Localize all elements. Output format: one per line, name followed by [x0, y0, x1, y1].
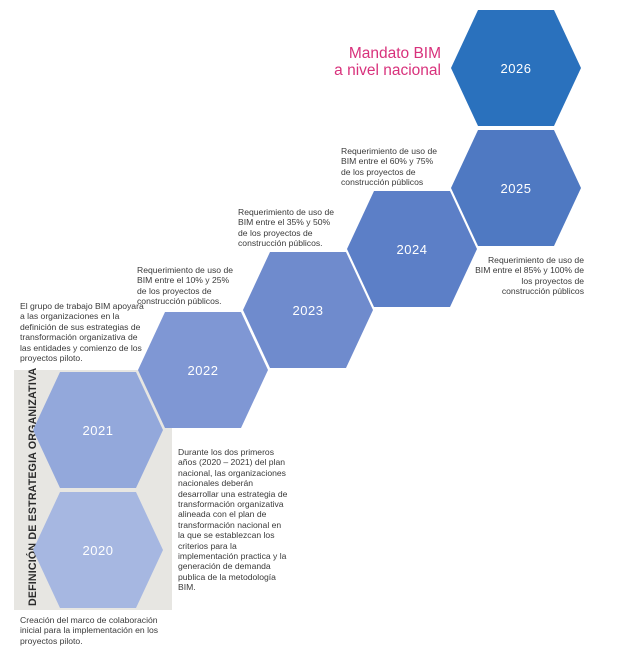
hexagon-shape-2020	[33, 492, 163, 608]
note-2022: Requerimiento de uso de BIM entre el 10%…	[137, 265, 234, 307]
hexagon-year-2022: 2022	[188, 363, 219, 378]
hexagon-shape-2023	[243, 252, 373, 368]
mandate-title-line2: a nivel nacional	[334, 62, 441, 79]
hexagon-shape-2022	[138, 312, 268, 428]
mandate-title-line1: Mandato BIM	[348, 45, 441, 62]
hexagon-2025: 2025	[451, 130, 581, 246]
hexagon-2021: 2021	[33, 372, 163, 488]
hexagon-shape-2024	[347, 191, 477, 307]
hexagon-2026: 2026	[451, 10, 581, 126]
note-2025: Requerimiento de uso de BIM entre el 85%…	[475, 255, 584, 297]
hexagon-year-2025: 2025	[501, 181, 532, 196]
hexagon-2024: 2024	[347, 191, 477, 307]
mandate-title: Mandato BIM a nivel nacional	[334, 45, 441, 79]
note-2024: Requerimiento de uso de BIM entre el 60%…	[341, 146, 438, 188]
hexagon-year-2021: 2021	[83, 423, 114, 438]
hexagon-year-2024: 2024	[397, 242, 428, 257]
hexagon-year-2020: 2020	[83, 543, 114, 558]
note-2023: Requerimiento de uso de BIM entre el 35%…	[238, 207, 335, 249]
note-2020-2021: Durante los dos primeros años (2020 – 20…	[178, 447, 288, 593]
hexagon-2022: 2022	[138, 312, 268, 428]
note-2020: Creación del marco de colaboración inici…	[20, 615, 159, 646]
hexagon-shape-2026	[451, 10, 581, 126]
hexagon-shape-2025	[451, 130, 581, 246]
hexagon-2020: 2020	[33, 492, 163, 608]
hexagon-year-2026: 2026	[501, 61, 532, 76]
hexagon-shape-2021	[33, 372, 163, 488]
note-2021: El grupo de trabajo BIM apoyara a las or…	[20, 301, 144, 364]
hexagon-year-2023: 2023	[293, 303, 324, 318]
hexagon-2023: 2023	[243, 252, 373, 368]
